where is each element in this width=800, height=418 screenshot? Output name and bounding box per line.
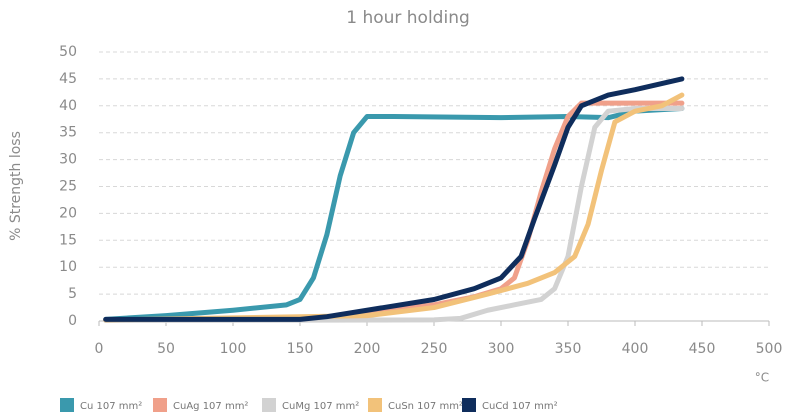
x-tick-label: 0 [95, 341, 104, 357]
y-tick-label: 10 [59, 259, 77, 275]
legend-label: CuCd 107 mm² [482, 401, 558, 412]
x-axis-label: °C [755, 371, 769, 385]
y-tick-label: 35 [59, 125, 77, 141]
y-axis-label: % Strength loss [8, 131, 24, 241]
y-tick-label: 30 [59, 152, 77, 168]
x-tick-label: 150 [287, 341, 314, 357]
legend: Cu 107 mm² CuAg 107 mm² CuMg 107 mm² CuSn 1… [60, 398, 558, 412]
y-tick-label: 50 [59, 44, 77, 60]
series-line [103, 92, 685, 323]
y-tick-label: 40 [59, 98, 77, 114]
chart-title: 1 hour holding [346, 8, 470, 28]
legend-label: Cu 107 mm² [80, 401, 142, 412]
x-tick-label: 400 [622, 341, 649, 357]
x-tick-label: 250 [421, 341, 448, 357]
x-tick-label: 300 [488, 341, 515, 357]
legend-label: CuMg 107 mm² [282, 401, 359, 412]
series-line [103, 76, 685, 322]
legend-swatch [153, 398, 167, 412]
y-tick-label: 25 [59, 179, 77, 195]
legend-swatch [368, 398, 382, 412]
legend-swatch [262, 398, 276, 412]
legend-swatch [462, 398, 476, 412]
x-tick-label: 200 [354, 341, 381, 357]
y-tick-label: 20 [59, 205, 77, 221]
x-tick-label: 350 [555, 341, 582, 357]
series-line [103, 105, 685, 323]
x-tick-label: 500 [756, 341, 783, 357]
y-tick-label: 15 [59, 232, 77, 248]
y-tick-label: 5 [68, 286, 77, 302]
y-tick-label: 45 [59, 71, 77, 87]
x-tick-label: 450 [689, 341, 716, 357]
x-tick-label: 50 [157, 341, 175, 357]
legend-label: CuAg 107 mm² [173, 401, 248, 412]
x-tick-label: 100 [220, 341, 247, 357]
legend-swatch [60, 398, 74, 412]
series-line [103, 105, 685, 322]
legend-label: CuSn 107 mm² [388, 401, 463, 412]
y-tick-label: 0 [68, 313, 77, 329]
